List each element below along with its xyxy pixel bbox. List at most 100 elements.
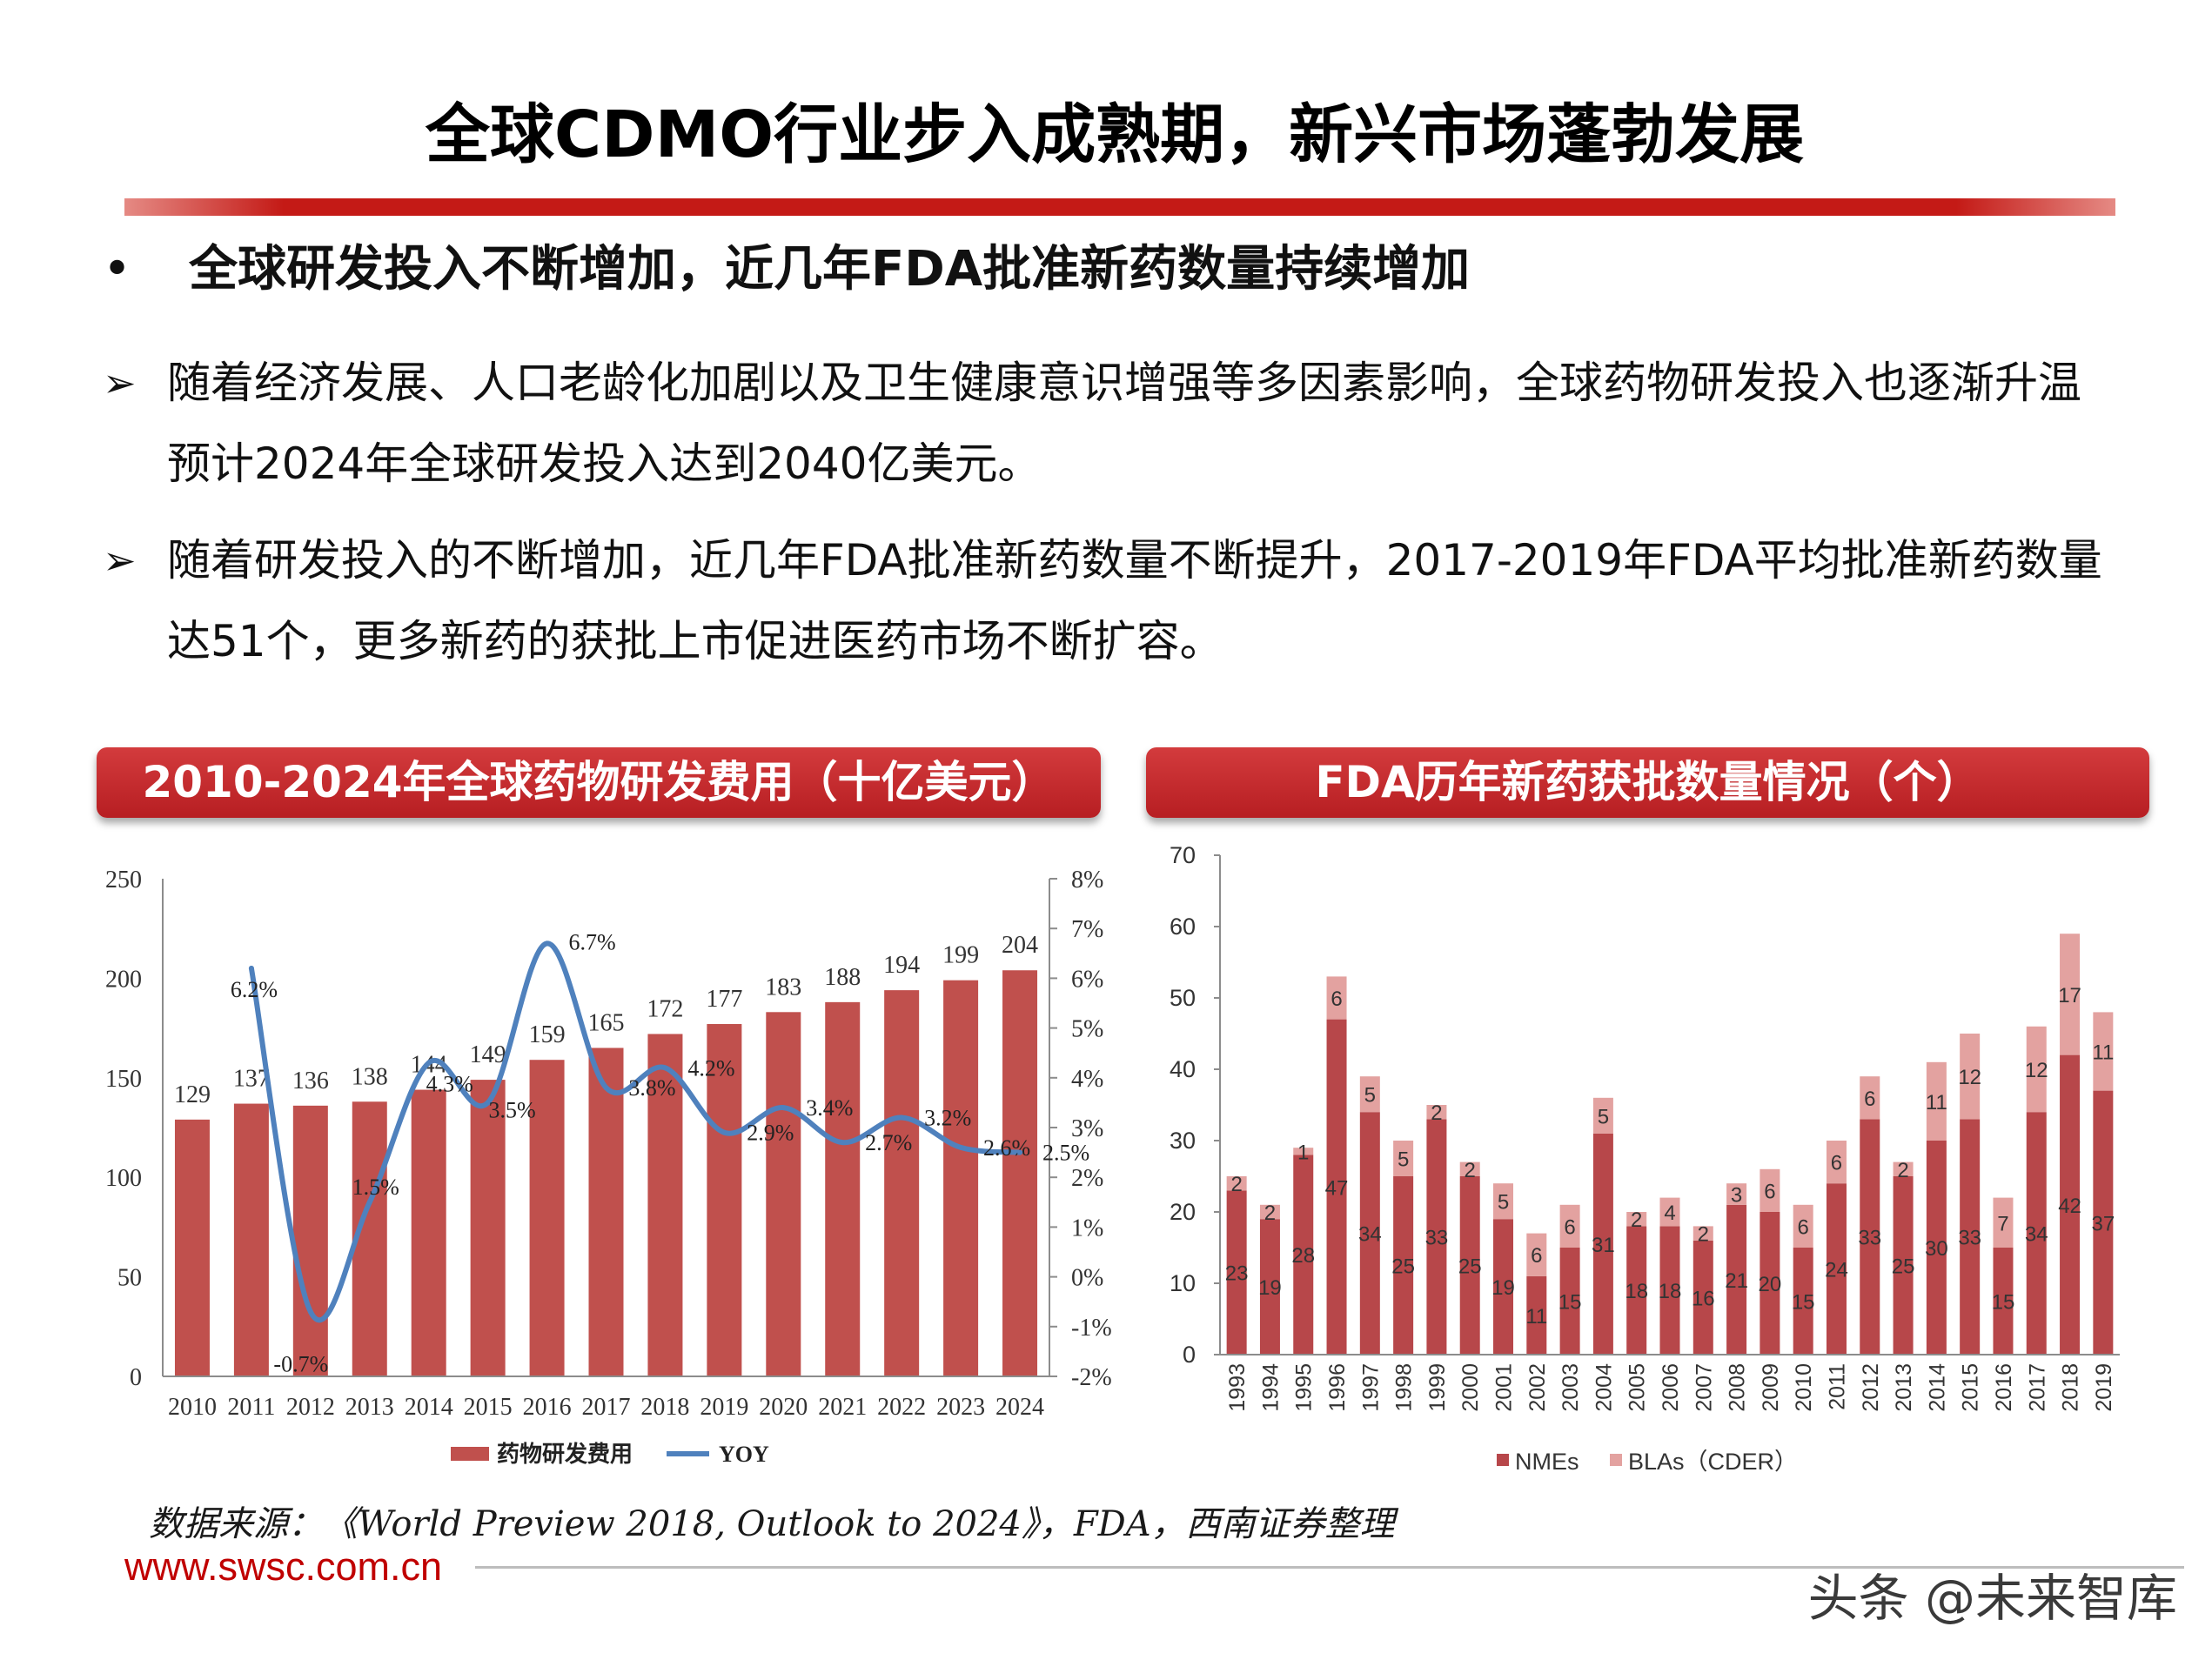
right-axis-tick-label: 3% (1071, 1115, 1103, 1142)
rd-bar-label-2024: 204 (1002, 932, 1038, 959)
x-axis-label-2015: 2015 (1959, 1363, 1983, 1412)
rd-bar-label-2010: 129 (174, 1081, 211, 1108)
title-divider (124, 198, 2115, 216)
nme-bar-1996 (1326, 1019, 1347, 1355)
right-axis-tick-label: 4% (1071, 1066, 1103, 1093)
x-axis-label-2008: 2008 (1726, 1363, 1750, 1412)
left-axis-tick-label: 100 (105, 1165, 142, 1192)
x-axis-label-2010: 2010 (168, 1394, 217, 1421)
x-axis-label-2015: 2015 (464, 1394, 513, 1421)
point-line: 达51个，更多新药的获批上市促进医药市场不断扩容。 (167, 616, 1223, 666)
yoy-label-2016: 6.7% (568, 929, 615, 954)
nme-label-2000: 25 (1458, 1255, 1482, 1279)
nme-label-2017: 34 (2025, 1223, 2048, 1247)
legend-label-rd-spending: 药物研发费用 (497, 1441, 633, 1467)
nme-label-2010: 15 (1792, 1291, 1815, 1315)
right-axis-tick-label: 0% (1071, 1265, 1103, 1292)
watermark: 头条 @未来智库 (1807, 1569, 2177, 1628)
x-axis-label-2002: 2002 (1525, 1363, 1550, 1412)
bla-bar-2011 (1826, 1141, 1847, 1184)
nme-bar-2016 (1993, 1248, 2014, 1355)
rd-bar-2017 (588, 1048, 624, 1376)
legend-swatch-rd-spending (451, 1447, 489, 1461)
rd-bar-label-2019: 177 (706, 986, 742, 1013)
bla-label-1994: 2 (1264, 1201, 1276, 1225)
bla-label-2011: 6 (1831, 1152, 1842, 1175)
yoy-point-2023 (958, 1144, 964, 1150)
nme-label-2013: 25 (1892, 1255, 1915, 1279)
point-line: 随着经济发展、人口老龄化加剧以及卫生健康意识增强等多因素影响，全球药物研发投入也… (167, 358, 2081, 408)
rd-bar-label-2023: 199 (942, 942, 979, 969)
website-url: www.swsc.com.cn (124, 1544, 443, 1589)
nme-bar-2013 (1893, 1176, 1914, 1355)
nme-label-2014: 30 (1925, 1237, 1948, 1261)
x-axis-label-2007: 2007 (1692, 1363, 1716, 1412)
left-axis-tick-label: 60 (1170, 914, 1196, 940)
x-axis-label-2005: 2005 (1625, 1363, 1650, 1412)
bla-label-2001: 5 (1498, 1191, 1509, 1215)
nme-label-2005: 18 (1625, 1280, 1648, 1303)
bla-bar-2000 (1459, 1161, 1480, 1176)
nme-bar-2003 (1559, 1248, 1580, 1355)
nme-label-2001: 19 (1491, 1276, 1515, 1300)
nme-bar-2007 (1693, 1240, 1713, 1355)
x-axis-label-2010: 2010 (1792, 1363, 1816, 1412)
footer-divider (475, 1566, 2184, 1569)
bla-label-2017: 12 (2025, 1059, 2048, 1082)
rd-bar-2016 (529, 1060, 565, 1376)
nme-bar-2009 (1760, 1212, 1780, 1355)
yoy-point-2013 (366, 1199, 372, 1205)
yoy-point-2020 (781, 1105, 787, 1111)
nme-bar-2005 (1626, 1226, 1647, 1355)
rd-bar-2020 (766, 1012, 801, 1376)
bla-label-2007: 2 (1698, 1223, 1709, 1247)
yoy-label-2024: 2.5% (1042, 1141, 1089, 1166)
nme-bar-1993 (1226, 1190, 1247, 1355)
fda-approvals-chart: 0102030405060702321993192199428119954761… (1170, 842, 2120, 1475)
nme-bar-2002 (1526, 1275, 1547, 1355)
yoy-label-2015: 3.5% (489, 1097, 536, 1122)
bla-bar-2012 (1860, 1076, 1880, 1120)
bla-bar-1993 (1226, 1176, 1247, 1191)
left-axis-tick-label: 50 (117, 1265, 142, 1292)
nme-bar-2017 (2026, 1112, 2047, 1355)
yoy-label-2014: 4.3% (426, 1072, 473, 1097)
left-axis-tick-label: 0 (1183, 1342, 1196, 1368)
rd-bar-2018 (647, 1034, 683, 1376)
bla-label-2019: 11 (2092, 1041, 2114, 1065)
nme-label-2012: 33 (1858, 1227, 1881, 1250)
yoy-line (248, 940, 1023, 1323)
bla-label-2000: 2 (1465, 1159, 1476, 1182)
bla-label-2003: 6 (1564, 1215, 1575, 1239)
rd-bar-label-2018: 172 (647, 995, 683, 1022)
right-axis-tick-label: 8% (1071, 867, 1103, 894)
left-axis-tick-label: 200 (105, 966, 142, 993)
rd-bar-2015 (470, 1080, 506, 1376)
nme-label-2018: 42 (2058, 1195, 2081, 1218)
left-axis-tick-label: 50 (1170, 985, 1196, 1011)
nme-bar-1999 (1426, 1119, 1447, 1355)
rd-bar-label-2013: 138 (352, 1063, 388, 1090)
x-axis-label-1993: 1993 (1225, 1363, 1250, 1412)
nme-label-2019: 37 (2092, 1212, 2115, 1235)
right-axis-tick-label: 5% (1071, 1016, 1103, 1043)
legend-label-nmes: NMEs (1515, 1449, 1579, 1475)
bla-bar-2018 (2060, 934, 2081, 1055)
bla-label-2012: 6 (1864, 1088, 1875, 1111)
right-axis-tick-label: -2% (1071, 1364, 1112, 1391)
yoy-label-2013: 1.5% (352, 1175, 399, 1200)
x-axis-label-1994: 1994 (1258, 1363, 1283, 1412)
legend-label-yoy: YOY (719, 1442, 769, 1467)
x-axis-label-2012: 2012 (1859, 1363, 1883, 1412)
rd-bar-2010 (174, 1119, 210, 1376)
bla-label-1993: 2 (1230, 1173, 1242, 1196)
bla-bar-2001 (1493, 1183, 1514, 1220)
yoy-label-2021: 2.7% (865, 1130, 912, 1155)
point-paragraph: 随着研发投入的不断增加，近几年FDA批准新药数量不断提升，2017-2019年F… (167, 520, 2102, 682)
nme-label-1999: 33 (1425, 1227, 1449, 1250)
yoy-point-2024 (1017, 1149, 1023, 1155)
yoy-label-2018: 4.2% (687, 1055, 734, 1081)
yoy-label-2011: 6.2% (231, 977, 278, 1002)
x-axis-label-1995: 1995 (1292, 1363, 1317, 1412)
bla-label-1998: 5 (1398, 1148, 1409, 1172)
